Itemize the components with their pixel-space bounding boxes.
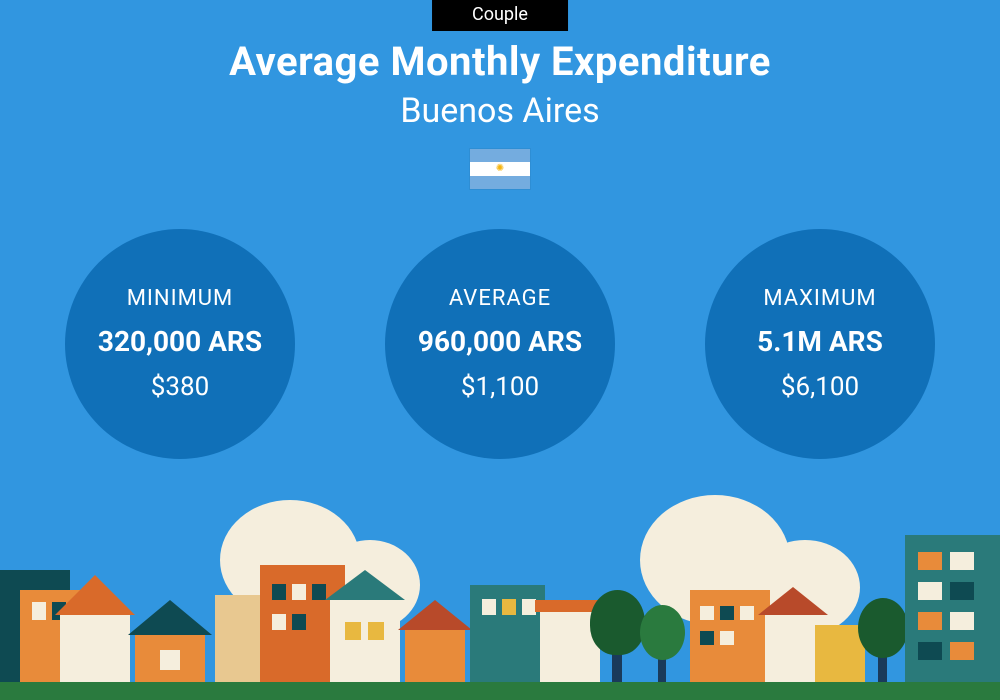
tree-trunk <box>612 650 622 685</box>
building <box>60 615 130 685</box>
window <box>720 606 734 620</box>
window <box>918 612 942 630</box>
category-badge: Couple <box>432 0 568 31</box>
stat-circle-minimum: MINIMUM 320,000 ARS $380 <box>65 229 295 459</box>
ground <box>0 682 1000 700</box>
page-subtitle: Buenos Aires <box>0 91 1000 131</box>
window <box>918 642 942 660</box>
stat-circle-average: AVERAGE 960,000 ARS $1,100 <box>385 229 615 459</box>
tree-top <box>858 598 908 658</box>
window <box>312 584 326 600</box>
window <box>918 582 942 600</box>
window <box>160 650 180 670</box>
flag-stripe-bottom <box>470 176 530 189</box>
window <box>272 614 286 630</box>
window <box>950 642 974 660</box>
stat-primary: 960,000 ARS <box>418 325 582 358</box>
badge-text: Couple <box>472 4 528 25</box>
roof <box>55 575 135 615</box>
roof <box>398 600 472 630</box>
stat-circles: MINIMUM 320,000 ARS $380 AVERAGE 960,000… <box>0 229 1000 459</box>
stat-label: MINIMUM <box>127 286 234 311</box>
window <box>950 582 974 600</box>
stat-primary: 320,000 ARS <box>98 325 262 358</box>
stat-label: AVERAGE <box>449 286 551 311</box>
window <box>700 606 714 620</box>
page-title: Average Monthly Expenditure <box>0 38 1000 85</box>
stat-label: MAXIMUM <box>763 286 876 311</box>
stat-circle-maximum: MAXIMUM 5.1M ARS $6,100 <box>705 229 935 459</box>
tree-top <box>590 590 645 655</box>
tree-trunk <box>878 655 887 685</box>
window <box>292 614 306 630</box>
flag-sun-icon: ✺ <box>496 164 504 174</box>
window <box>740 606 754 620</box>
window <box>918 552 942 570</box>
building <box>815 625 865 685</box>
tree-trunk <box>658 657 666 685</box>
window <box>292 584 306 600</box>
window <box>950 552 974 570</box>
flag-argentina: ✺ <box>470 149 530 189</box>
window <box>502 599 516 615</box>
window <box>482 599 496 615</box>
cityscape-illustration <box>0 480 1000 700</box>
roof <box>128 600 212 635</box>
stat-secondary: $380 <box>151 372 209 402</box>
window <box>345 622 361 640</box>
flag-stripe-top <box>470 149 530 162</box>
stat-secondary: $1,100 <box>461 372 539 402</box>
tree-top <box>640 605 685 660</box>
window <box>272 584 286 600</box>
stat-secondary: $6,100 <box>781 372 859 402</box>
window <box>522 599 536 615</box>
roof <box>758 587 828 615</box>
window <box>950 612 974 630</box>
window <box>368 622 384 640</box>
building <box>330 600 400 685</box>
roof <box>325 570 405 600</box>
stat-primary: 5.1M ARS <box>757 325 883 358</box>
building <box>765 615 820 685</box>
window <box>32 602 46 620</box>
window <box>720 631 734 645</box>
building <box>405 630 465 685</box>
window <box>700 631 714 645</box>
